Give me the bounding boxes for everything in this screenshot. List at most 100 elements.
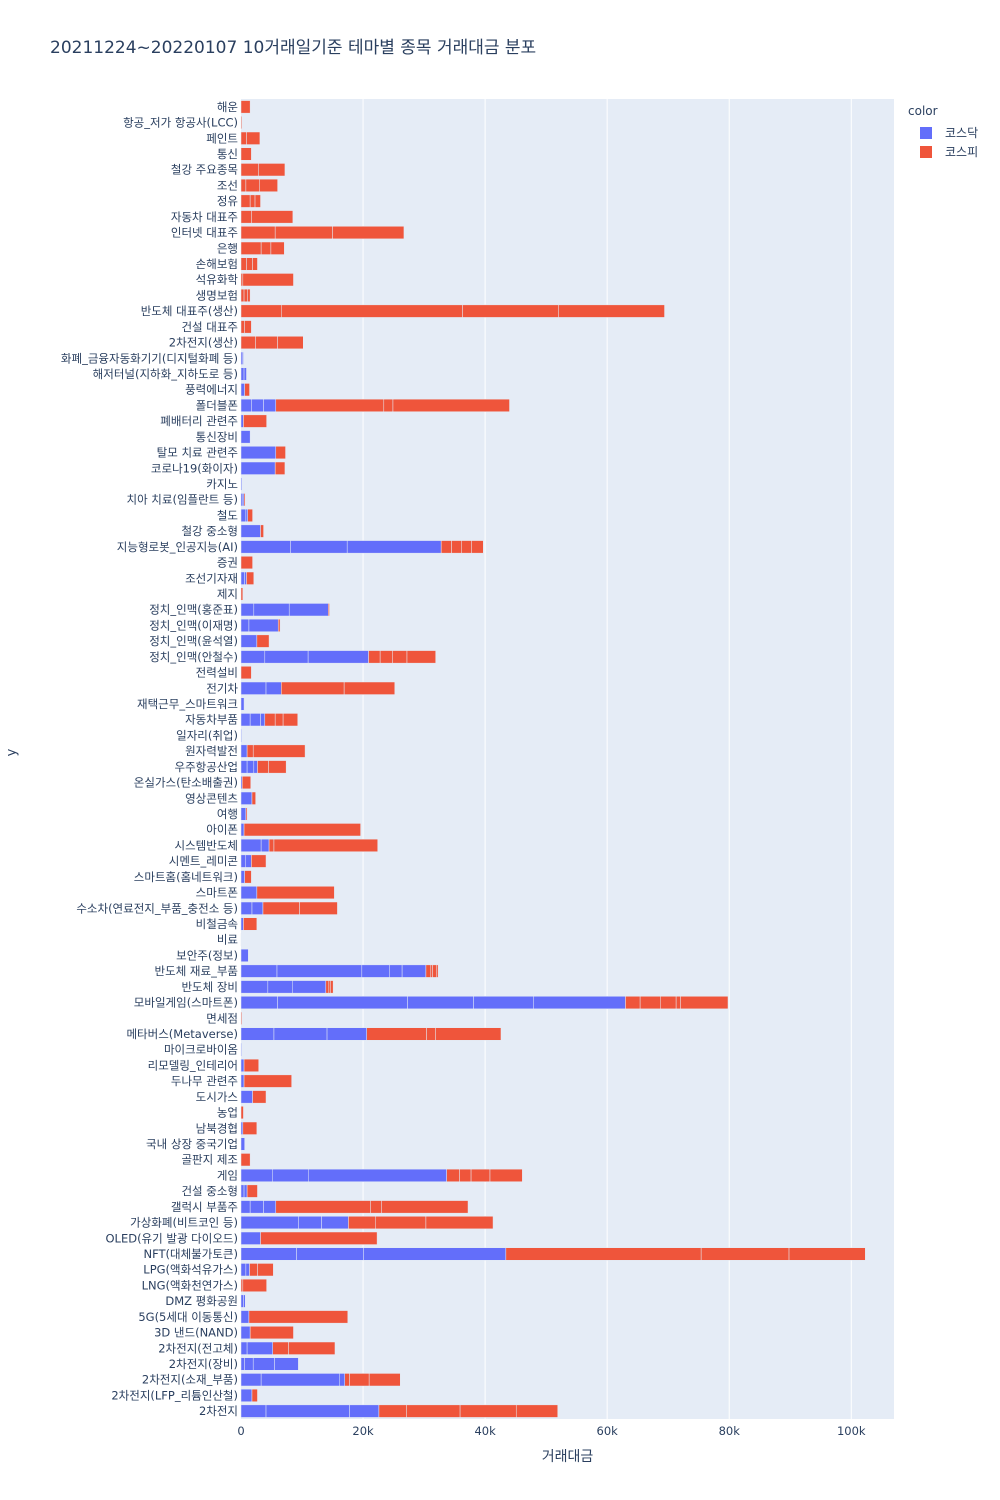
bar-segment-kosdaq[interactable] — [240, 1074, 245, 1088]
bar-segment-kosdaq[interactable] — [245, 854, 252, 868]
bar-segment-kosdaq[interactable] — [240, 964, 278, 978]
bar-segment-kospi[interactable] — [273, 838, 378, 852]
bar-segment-kosdaq[interactable] — [240, 1231, 261, 1245]
bar-segment-kosdaq[interactable] — [407, 996, 474, 1010]
bar-segment-kosdaq[interactable] — [363, 1247, 507, 1261]
bar-segment-kosdaq[interactable] — [240, 1043, 242, 1057]
bar-segment-kosdaq[interactable] — [253, 760, 258, 774]
bar-segment-kospi[interactable] — [240, 320, 245, 334]
bar-segment-kospi[interactable] — [249, 1326, 294, 1340]
bar-segment-kospi[interactable] — [240, 194, 251, 208]
bar-segment-kosdaq[interactable] — [245, 1263, 250, 1277]
bar-segment-kospi[interactable] — [325, 980, 330, 994]
bar-segment-kosdaq[interactable] — [533, 996, 626, 1010]
bar-segment-kosdaq[interactable] — [240, 791, 253, 805]
bar-segment-kosdaq[interactable] — [308, 1168, 447, 1182]
bar-segment-kosdaq[interactable] — [240, 807, 247, 821]
bar-segment-kospi[interactable] — [274, 226, 333, 240]
bar-segment-kosdaq[interactable] — [240, 414, 244, 428]
bar-segment-kosdaq[interactable] — [245, 508, 248, 522]
bar-segment-kosdaq[interactable] — [246, 760, 255, 774]
bar-segment-kospi[interactable] — [251, 1388, 258, 1402]
bar-segment-kosdaq[interactable] — [240, 1216, 299, 1230]
bar-segment-kospi[interactable] — [275, 446, 286, 460]
bar-segment-kosdaq[interactable] — [473, 996, 534, 1010]
bar-segment-kospi[interactable] — [436, 964, 439, 978]
bar-segment-kosdaq[interactable] — [290, 540, 348, 554]
bar-segment-kosdaq[interactable] — [243, 1294, 246, 1308]
bar-segment-kosdaq[interactable] — [263, 1200, 277, 1214]
bar-segment-kospi[interactable] — [275, 1200, 371, 1214]
bar-segment-kosdaq[interactable] — [277, 996, 408, 1010]
bar-segment-kospi[interactable] — [244, 320, 252, 334]
bar-segment-kospi[interactable] — [461, 540, 472, 554]
bar-segment-kospi[interactable] — [392, 650, 408, 664]
bar-segment-kospi[interactable] — [383, 398, 394, 412]
bar-segment-kospi[interactable] — [680, 996, 729, 1010]
bar-segment-kosdaq[interactable] — [240, 493, 244, 507]
bar-segment-kosdaq[interactable] — [349, 1404, 380, 1418]
bar-segment-kosdaq[interactable] — [240, 870, 245, 884]
bar-segment-kospi[interactable] — [251, 791, 256, 805]
bar-segment-kospi[interactable] — [368, 650, 381, 664]
bar-segment-kospi[interactable] — [246, 257, 253, 271]
bar-segment-kosdaq[interactable] — [260, 713, 266, 727]
bar-segment-kosdaq[interactable] — [264, 650, 309, 664]
bar-segment-kospi[interactable] — [240, 131, 247, 145]
bar-segment-kosdaq[interactable] — [276, 964, 363, 978]
bar-segment-kospi[interactable] — [489, 1168, 523, 1182]
bar-segment-kospi[interactable] — [240, 100, 251, 114]
bar-segment-kospi[interactable] — [243, 1058, 259, 1072]
bar-segment-kosdaq[interactable] — [251, 901, 264, 915]
bar-segment-kospi[interactable] — [246, 571, 255, 585]
bar-segment-kosdaq[interactable] — [267, 980, 293, 994]
legend-item-kospi[interactable]: 코스피 — [908, 142, 978, 161]
bar-segment-kosdaq[interactable] — [240, 1341, 248, 1355]
bar-segment-kospi[interactable] — [256, 634, 270, 648]
bar-segment-kospi[interactable] — [558, 304, 665, 318]
bar-segment-kospi[interactable] — [343, 681, 396, 695]
bar-segment-kosdaq[interactable] — [249, 1200, 264, 1214]
bar-segment-kospi[interactable] — [248, 1310, 349, 1324]
bar-segment-kospi[interactable] — [370, 1200, 382, 1214]
bar-segment-kospi[interactable] — [246, 744, 254, 758]
bar-segment-kosdaq[interactable] — [240, 1121, 244, 1135]
bar-segment-kospi[interactable] — [270, 241, 285, 255]
bar-segment-kospi[interactable] — [505, 1247, 702, 1261]
bar-segment-kosdaq[interactable] — [274, 1357, 299, 1371]
bar-segment-kospi[interactable] — [246, 1184, 258, 1198]
bar-segment-kospi[interactable] — [249, 1263, 258, 1277]
bar-segment-kospi[interactable] — [381, 1200, 469, 1214]
bar-segment-kospi[interactable] — [252, 744, 306, 758]
bar-segment-kospi[interactable] — [459, 1404, 517, 1418]
bar-segment-kospi[interactable] — [242, 1278, 267, 1292]
bar-segment-kospi[interactable] — [243, 414, 267, 428]
bar-segment-kosdaq[interactable] — [248, 618, 279, 632]
bar-segment-kospi[interactable] — [262, 901, 300, 915]
bar-segment-kospi[interactable] — [244, 870, 252, 884]
bar-segment-kosdaq[interactable] — [263, 398, 277, 412]
bar-segment-kospi[interactable] — [243, 1074, 292, 1088]
bar-segment-kosdaq[interactable] — [240, 383, 245, 397]
bar-segment-kosdaq[interactable] — [296, 1247, 364, 1261]
bar-segment-kosdaq[interactable] — [240, 728, 242, 742]
bar-segment-kosdaq[interactable] — [240, 1263, 247, 1277]
bar-segment-kosdaq[interactable] — [298, 1216, 322, 1230]
bar-segment-kospi[interactable] — [675, 996, 681, 1010]
bar-segment-kosdaq[interactable] — [240, 1388, 253, 1402]
bar-segment-kospi[interactable] — [368, 1373, 401, 1387]
bar-segment-kospi[interactable] — [375, 1216, 427, 1230]
bar-segment-kospi[interactable] — [240, 666, 252, 680]
bar-segment-kosdaq[interactable] — [246, 1341, 273, 1355]
bar-segment-kospi[interactable] — [251, 210, 294, 224]
bar-segment-kospi[interactable] — [240, 336, 256, 350]
bar-segment-kospi[interactable] — [254, 194, 261, 208]
bar-segment-kosdaq[interactable] — [240, 430, 251, 444]
bar-segment-kospi[interactable] — [379, 650, 393, 664]
bar-segment-kosdaq[interactable] — [252, 1357, 275, 1371]
bar-segment-kospi[interactable] — [260, 241, 272, 255]
bar-segment-kosdaq[interactable] — [240, 838, 262, 852]
bar-segment-kosdaq[interactable] — [240, 1357, 245, 1371]
bar-segment-kospi[interactable] — [435, 1027, 502, 1041]
bar-segment-kospi[interactable] — [625, 996, 641, 1010]
